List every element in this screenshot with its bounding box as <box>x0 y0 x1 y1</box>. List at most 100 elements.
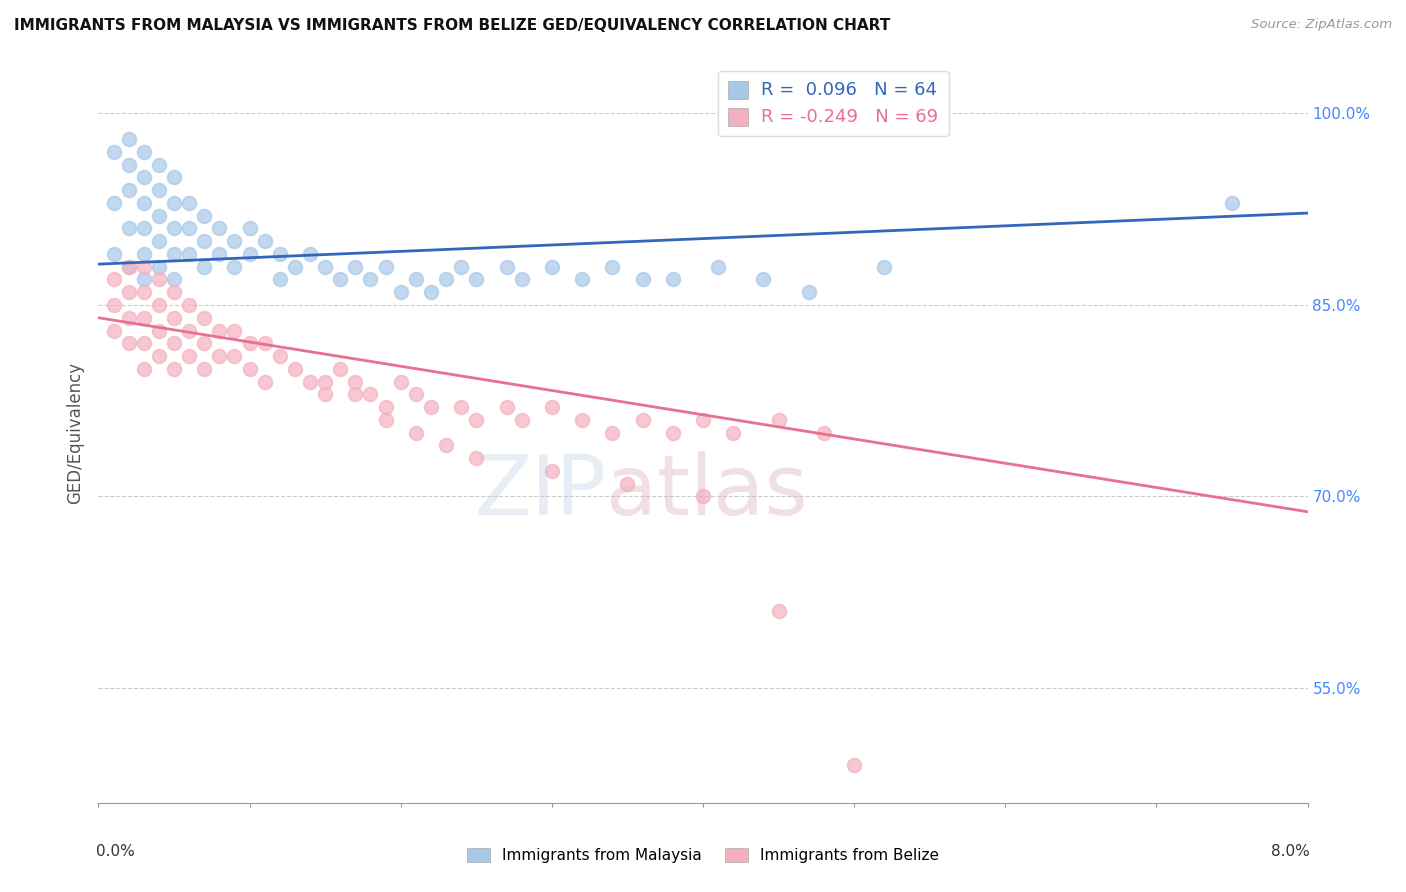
Point <box>374 260 396 274</box>
Point <box>224 260 246 274</box>
Point <box>132 310 155 325</box>
Point <box>208 324 231 338</box>
Point <box>253 234 276 248</box>
Point <box>148 298 170 312</box>
Point <box>253 375 276 389</box>
Point <box>132 170 155 185</box>
Point <box>344 387 367 401</box>
Point <box>193 234 215 248</box>
Point <box>163 195 186 210</box>
Point <box>768 413 790 427</box>
Point <box>163 336 186 351</box>
Text: Source: ZipAtlas.com: Source: ZipAtlas.com <box>1251 18 1392 31</box>
Point <box>540 464 562 478</box>
Point <box>193 260 215 274</box>
Text: ZIP: ZIP <box>474 451 606 533</box>
Point <box>208 221 231 235</box>
Point <box>118 336 141 351</box>
Point <box>148 183 170 197</box>
Point <box>374 400 396 414</box>
Point <box>118 260 141 274</box>
Point <box>103 195 125 210</box>
Point <box>360 272 382 286</box>
Point <box>148 209 170 223</box>
Point <box>389 285 412 300</box>
Point <box>434 272 457 286</box>
Point <box>148 324 170 338</box>
Point <box>163 221 186 235</box>
Legend: Immigrants from Malaysia, Immigrants from Belize: Immigrants from Malaysia, Immigrants fro… <box>461 842 945 869</box>
Point <box>163 361 186 376</box>
Point <box>495 260 517 274</box>
Text: 8.0%: 8.0% <box>1271 844 1310 858</box>
Point <box>314 387 336 401</box>
Point <box>692 413 714 427</box>
Point <box>314 375 336 389</box>
Point <box>269 272 291 286</box>
Point <box>405 272 427 286</box>
Point <box>344 375 367 389</box>
Point <box>239 336 262 351</box>
Point <box>179 324 201 338</box>
Point <box>540 400 562 414</box>
Point <box>148 349 170 363</box>
Point <box>163 272 186 286</box>
Point <box>193 209 215 223</box>
Point <box>434 438 457 452</box>
Point <box>208 247 231 261</box>
Point <box>163 310 186 325</box>
Point <box>193 336 215 351</box>
Point <box>239 361 262 376</box>
Point <box>269 349 291 363</box>
Point <box>193 361 215 376</box>
Point <box>571 413 593 427</box>
Point <box>420 285 443 300</box>
Point <box>118 260 141 274</box>
Point <box>132 195 155 210</box>
Point <box>284 260 307 274</box>
Point <box>118 132 141 146</box>
Point <box>752 272 775 286</box>
Point <box>163 285 186 300</box>
Point <box>118 310 141 325</box>
Point <box>208 349 231 363</box>
Point <box>132 285 155 300</box>
Text: atlas: atlas <box>606 451 808 533</box>
Point <box>132 272 155 286</box>
Point <box>269 247 291 261</box>
Point <box>132 145 155 159</box>
Point <box>163 170 186 185</box>
Point <box>602 425 624 440</box>
Point <box>450 260 472 274</box>
Point <box>768 604 790 618</box>
Point <box>179 298 201 312</box>
Point <box>465 413 488 427</box>
Point <box>132 221 155 235</box>
Point <box>314 260 336 274</box>
Point <box>132 336 155 351</box>
Point <box>193 310 215 325</box>
Point <box>148 157 170 171</box>
Point <box>118 157 141 171</box>
Point <box>148 260 170 274</box>
Point <box>360 387 382 401</box>
Point <box>103 247 125 261</box>
Point <box>844 757 866 772</box>
Text: IMMIGRANTS FROM MALAYSIA VS IMMIGRANTS FROM BELIZE GED/EQUIVALENCY CORRELATION C: IMMIGRANTS FROM MALAYSIA VS IMMIGRANTS F… <box>14 18 890 33</box>
Point <box>723 425 745 440</box>
Point <box>1220 195 1243 210</box>
Point <box>103 272 125 286</box>
Point <box>224 349 246 363</box>
Point <box>299 247 322 261</box>
Point <box>389 375 412 389</box>
Point <box>661 425 683 440</box>
Point <box>179 195 201 210</box>
Point <box>540 260 562 274</box>
Point <box>132 361 155 376</box>
Point <box>344 260 367 274</box>
Point <box>103 298 125 312</box>
Y-axis label: GED/Equivalency: GED/Equivalency <box>66 361 84 504</box>
Point <box>329 272 352 286</box>
Point <box>405 387 427 401</box>
Point <box>510 413 533 427</box>
